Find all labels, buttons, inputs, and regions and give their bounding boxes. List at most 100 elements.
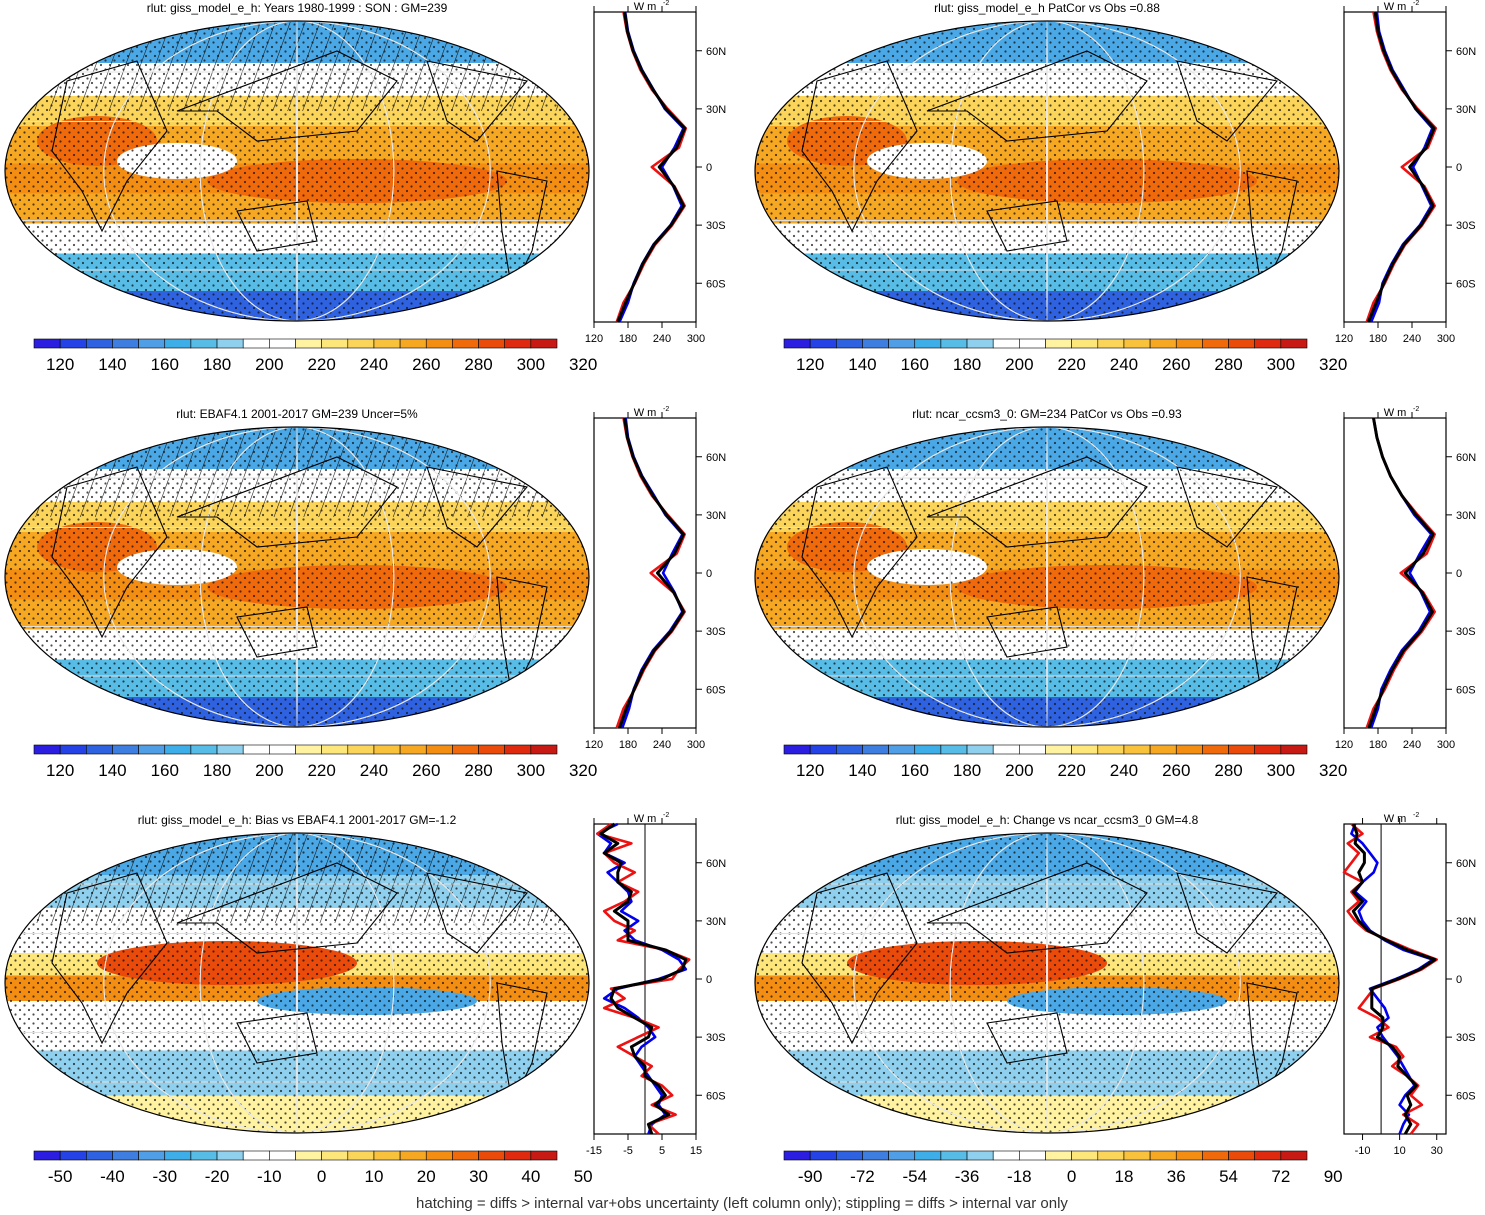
colorbar-swatch [1280,744,1308,755]
profile-series-2 [616,11,687,323]
colorbar-label: 200 [255,761,283,780]
coastline [51,466,168,639]
profile-unit: W m [1384,813,1407,825]
colorbar-swatch [138,338,166,349]
colorbar-swatch [216,338,244,349]
colorbar-swatch [1280,338,1308,349]
colorbar-label: 36 [1167,1167,1186,1186]
x-tick-label: 5 [659,1145,665,1157]
colorbar: -50 -40 -30 -20 -10 0 10 20 30 40 50 [33,1150,593,1186]
colorbar-swatch [373,338,401,349]
colorbar-swatch [347,744,375,755]
profile-unit-exponent: -2 [1413,406,1419,413]
colorbar-swatch [347,1150,375,1161]
meridian [103,427,491,727]
x-tick-label: 240 [1403,333,1421,345]
profile-series-0 [1350,823,1435,1135]
colorbar-label: 320 [569,355,597,374]
y-tick-label: 30N [706,104,726,116]
colorbar-label: 320 [1319,355,1347,374]
y-tick-label: 60N [1456,452,1476,464]
coastline [1176,872,1279,954]
profile-series-1 [615,417,687,729]
colorbar-swatch [452,1150,479,1161]
colorbar: -90 -72 -54 -36 -18 0 18 36 54 72 90 [783,1150,1343,1186]
colorbar-label: 140 [848,761,876,780]
x-tick-label: 240 [653,739,671,751]
map-border [4,20,590,322]
colorbar-swatch [1175,1150,1203,1161]
colorbar-swatch [112,744,139,755]
x-tick-label: 300 [1437,333,1455,345]
colorbar-swatch [1228,1150,1256,1161]
colorbar-swatch [452,338,479,349]
colorbar-swatch [1280,1150,1308,1161]
colorbar-label: 140 [98,761,126,780]
colorbar-swatch [164,338,192,349]
colorbar-swatch [216,744,244,755]
colorbar-label: 200 [255,355,283,374]
colorbar-swatch [1123,338,1151,349]
profile-series-2 [599,822,688,1135]
colorbar-label: -18 [1007,1167,1032,1186]
colorbar-label: 180 [203,761,231,780]
colorbar-label: 320 [1319,761,1347,780]
profile-series-1 [1365,417,1436,729]
meridian [1046,21,1048,321]
y-tick-label: 0 [1456,568,1462,580]
x-tick-label: 120 [585,739,603,751]
colorbar-swatch [1202,744,1229,755]
meridian [199,21,395,321]
colorbar-swatch [138,1150,166,1161]
y-tick-label: 30N [706,916,726,928]
y-tick-label: 30S [1456,626,1476,638]
colorbar-swatch [242,338,270,349]
colorbar-swatch [966,744,994,755]
x-tick-label: -10 [1355,1145,1371,1157]
colorbar-swatch [295,744,322,755]
x-tick-label: 240 [1403,739,1421,751]
profile-unit: W m [634,813,657,825]
colorbar-swatch [478,744,505,755]
colorbar-label: 180 [953,761,981,780]
coastline [801,466,918,639]
colorbar-label: 260 [412,761,440,780]
x-tick-label: 300 [687,739,705,751]
colorbar-swatch [242,1150,270,1161]
meridian [296,21,298,321]
colorbar-swatch [862,1150,889,1161]
colorbar-swatch [59,744,87,755]
colorbar-swatch [1045,744,1072,755]
profile-series-2 [618,417,685,729]
x-tick-label: 10 [1394,1145,1406,1157]
colorbar-label: 0 [317,1167,326,1186]
panel-title: rlut: giss_model_e_h: Years 1980-1999 : … [147,1,448,15]
colorbar-swatch [321,338,349,349]
colorbar-swatch [452,744,479,755]
y-tick-label: 0 [706,162,712,174]
colorbar-swatch [1202,338,1229,349]
colorbar-swatch [321,744,349,755]
x-tick-label: 180 [619,739,637,751]
colorbar-swatch [1149,1150,1177,1161]
x-tick-label: 180 [619,333,637,345]
colorbar-label: 160 [151,761,179,780]
meridian [296,833,298,1133]
colorbar-label: 160 [901,761,929,780]
colorbar-label: 240 [1110,355,1138,374]
x-tick-label: -5 [623,1145,633,1157]
colorbar-swatch [1149,744,1177,755]
meridian [296,427,298,727]
map-field [5,427,589,727]
y-tick-label: 0 [1456,974,1462,986]
colorbar-swatch [1254,338,1282,349]
panel-model-climatology: rlut: giss_model_e_h: Years 1980-1999 : … [4,0,726,374]
colorbar-swatch [783,338,811,349]
colorbar-swatch [783,1150,811,1161]
map-field [5,21,589,321]
y-tick-label: 30S [706,220,726,232]
y-tick-label: 60N [1456,46,1476,58]
coastline [1176,466,1279,548]
colorbar-swatch [530,744,558,755]
colorbar-label: 240 [360,355,388,374]
